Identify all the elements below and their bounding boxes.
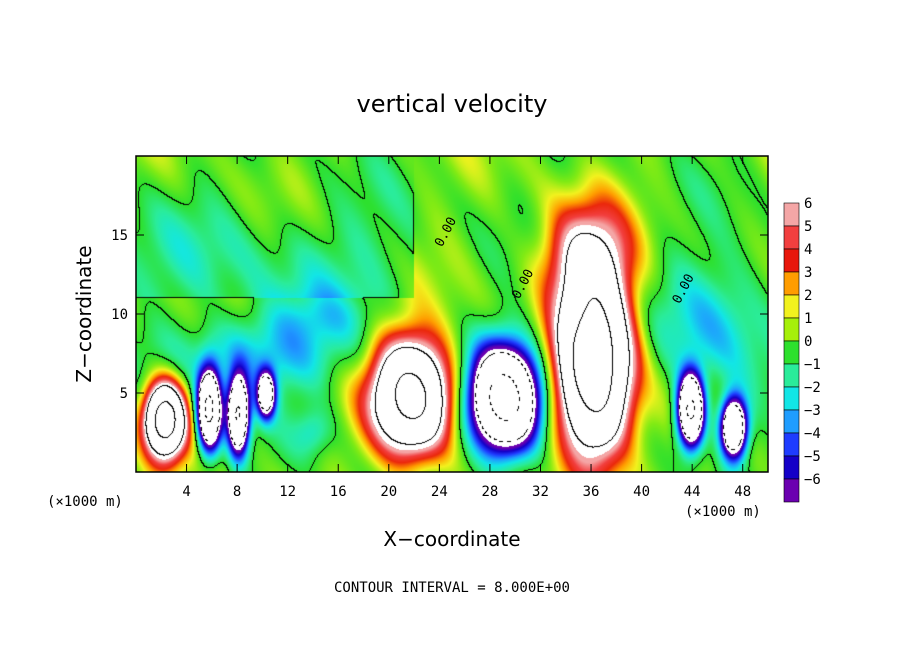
x-unit-label: (×1000 m) bbox=[685, 504, 761, 520]
x-tick-label: 12 bbox=[279, 484, 296, 500]
colorbar-tick-label: 5 bbox=[804, 219, 812, 235]
x-tick-label: 40 bbox=[633, 484, 650, 500]
colorbar-swatch bbox=[783, 363, 800, 388]
colorbar-swatch bbox=[783, 294, 800, 319]
colorbar-swatch bbox=[783, 340, 800, 365]
colorbar-tick-label: −5 bbox=[804, 449, 821, 465]
colorbar-tick-label: 3 bbox=[804, 265, 812, 281]
colorbar-tick-label: −4 bbox=[804, 426, 821, 442]
colorbar-tick-label: 4 bbox=[804, 242, 812, 258]
x-tick-label: 24 bbox=[431, 484, 448, 500]
y-tick-label: 5 bbox=[120, 386, 128, 402]
velocity-field-heatmap bbox=[136, 156, 768, 472]
colorbar-tick-label: 1 bbox=[804, 311, 812, 327]
chart-title: vertical velocity bbox=[357, 90, 548, 118]
x-tick-label: 16 bbox=[330, 484, 347, 500]
colorbar-tick-label: −6 bbox=[804, 472, 821, 488]
y-unit-label: (×1000 m) bbox=[47, 494, 123, 510]
colorbar-swatch bbox=[783, 317, 800, 342]
colorbar-tick-label: 2 bbox=[804, 288, 812, 304]
y-tick-label: 15 bbox=[111, 228, 128, 244]
contour-interval-note: CONTOUR INTERVAL = 8.000E+00 bbox=[334, 580, 570, 596]
x-tick-label: 36 bbox=[583, 484, 600, 500]
colorbar-swatch bbox=[783, 202, 800, 227]
colorbar-swatch bbox=[783, 478, 800, 503]
colorbar-swatch bbox=[783, 386, 800, 411]
colorbar-tick-label: −3 bbox=[804, 403, 821, 419]
x-tick-label: 32 bbox=[532, 484, 549, 500]
x-tick-label: 48 bbox=[734, 484, 751, 500]
x-tick-label: 28 bbox=[481, 484, 498, 500]
colorbar-swatch bbox=[783, 432, 800, 457]
x-axis-ticks: 4 8 12 16 20 24 28 32 36 40 44 48 bbox=[182, 156, 751, 500]
colorbar-tick-label: 6 bbox=[804, 196, 812, 212]
colorbar-tick-label: −1 bbox=[804, 357, 821, 373]
x-tick-label: 8 bbox=[233, 484, 241, 500]
colorbar-swatch bbox=[783, 271, 800, 296]
y-axis-title: Z−coordinate bbox=[72, 245, 96, 382]
colorbar-swatch bbox=[783, 225, 800, 250]
colorbar-tick-label: −2 bbox=[804, 380, 821, 396]
colorbar-tick-label: 0 bbox=[804, 334, 812, 350]
colorbar-swatch bbox=[783, 409, 800, 434]
x-tick-label: 20 bbox=[380, 484, 397, 500]
x-tick-label: 4 bbox=[182, 484, 190, 500]
colorbar: 6 5 4 3 2 1 0 −1 −2 −3 −4 −5 −6 bbox=[783, 196, 821, 503]
y-tick-label: 10 bbox=[111, 307, 128, 323]
plot-area: 0.000.00 0.00 bbox=[135, 155, 769, 473]
colorbar-swatch bbox=[783, 248, 800, 273]
x-axis-title: X−coordinate bbox=[383, 527, 520, 551]
x-tick-label: 44 bbox=[684, 484, 701, 500]
y-axis-ticks: 5 10 15 bbox=[111, 228, 768, 402]
colorbar-swatch bbox=[783, 455, 800, 480]
